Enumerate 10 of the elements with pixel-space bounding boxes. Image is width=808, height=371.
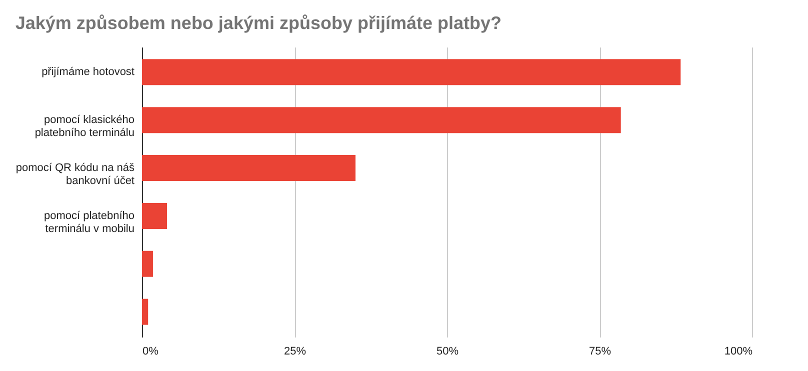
y-tick-label: pomocí platebního terminálu v mobilu <box>44 210 134 235</box>
x-tick-label: 25% <box>284 346 306 358</box>
y-tick-label: přijímáme hotovost <box>42 66 134 78</box>
x-tick-label: 0% <box>142 346 159 358</box>
x-tick-label: 100% <box>724 346 753 358</box>
y-tick-label: pomocí klasického platebního terminálu <box>34 114 134 140</box>
chart-title: Jakým způsobem nebo jakými způsoby přijímáte platby? <box>15 13 502 33</box>
x-tick-label: 75% <box>588 346 612 358</box>
y-tick-label: pomocí QR kódu na náš bankovní účet <box>16 162 135 188</box>
x-tick-label: 50% <box>436 346 459 358</box>
